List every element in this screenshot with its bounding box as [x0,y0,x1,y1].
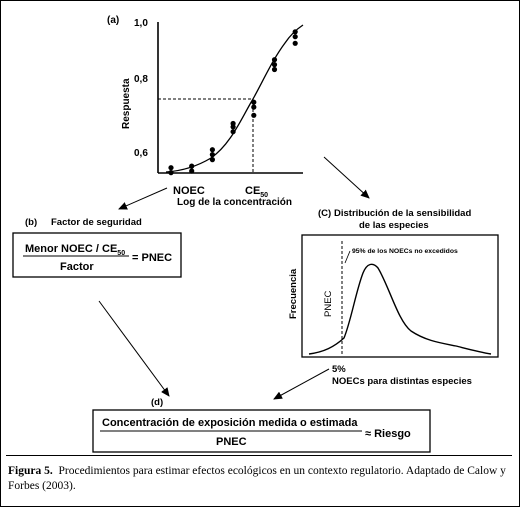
data-point-7 [209,147,215,153]
panel-d-box [92,409,431,453]
panel-a: (a) 1,0 0,8 0,6 Respuesta NOEC CE50 Log … [107,15,304,208]
y-axis-title: Respuesta [121,78,132,129]
panel-d-numerator: Concentración de exposición medida o est… [102,417,358,429]
panel-b-title: Factor de seguridad [51,217,142,228]
panel-d-denominator: PNEC [216,436,247,448]
dose-response-curve [165,24,304,173]
data-point-19 [292,29,298,35]
data-point-4 [189,163,195,169]
noec-label: NOEC [173,185,205,197]
panel-d-label: (d) [151,397,163,408]
arrow-a-to-b [118,187,168,210]
panel-b-numerator: Menor NOEC / CE50 [25,243,125,257]
data-point-12 [251,104,257,110]
data-points [168,29,298,176]
panel-c-label: (C) [318,208,331,219]
panel-b-label: (b) [25,217,37,228]
data-point-3 [189,168,195,174]
data-point-6 [209,152,215,158]
data-point-2 [168,165,174,171]
panel-c-box [301,234,499,358]
caption-text: Procedimientos para estimar efectos ecol… [8,465,506,492]
ce50-label: CE50 [245,185,268,199]
panel-b-box [12,232,182,278]
data-point-5 [209,157,215,163]
data-point-18 [292,34,298,40]
panel-c-title-line1: Distribución de la sensibilidad [334,208,471,219]
arrow-c-to-d [273,368,330,400]
data-point-1 [168,170,174,176]
panel-c-title-line2: de las especies [359,220,429,231]
y-tick-0-6: 0,6 [134,148,148,159]
y-tick-1-0: 1,0 [134,18,148,29]
panel-c-note: 95% de los NOECs no excedidos [352,248,458,255]
panel-b-denominator: Factor [60,261,94,273]
arrow-a-to-c [323,156,370,199]
caption-label: Figura 5. [8,465,53,477]
data-point-10 [230,120,236,127]
y-tick-0-8: 0,8 [134,74,148,85]
panel-c-y-axis-title: Frecuencia [288,268,299,319]
panel-c-x-axis-title: NOECs para distintas especies [332,376,472,387]
x-axis-title: Log de la concentración [177,197,292,208]
panel-c: (C) Distribución de la sensibilidad de l… [288,208,499,387]
panel-d: (d) Concentración de exposición medida o… [92,397,431,453]
sensitivity-distribution-curve [308,263,492,355]
diagram: (a) 1,0 0,8 0,6 Respuesta NOEC CE50 Log … [12,15,499,453]
data-point-11 [251,112,257,118]
panel-b-result: = PNEC [132,252,172,264]
figure-caption: Figura 5. Procedimientos para estimar ef… [6,455,512,501]
data-point-13 [251,99,257,105]
arrow-b-to-d [98,300,170,397]
percent-label: 5% [332,364,346,375]
data-point-17 [292,40,298,46]
panel-d-result: ≈ Riesgo [365,428,411,440]
data-point-15 [271,62,278,68]
pnec-label: PNEC [323,290,334,317]
data-point-8 [230,129,236,135]
panel-a-label: (a) [107,15,119,26]
note-pointer [344,250,351,264]
panel-b: (b) Factor de seguridad Menor NOEC / CE5… [12,217,182,278]
data-point-14 [271,66,278,73]
data-point-16 [271,57,278,63]
